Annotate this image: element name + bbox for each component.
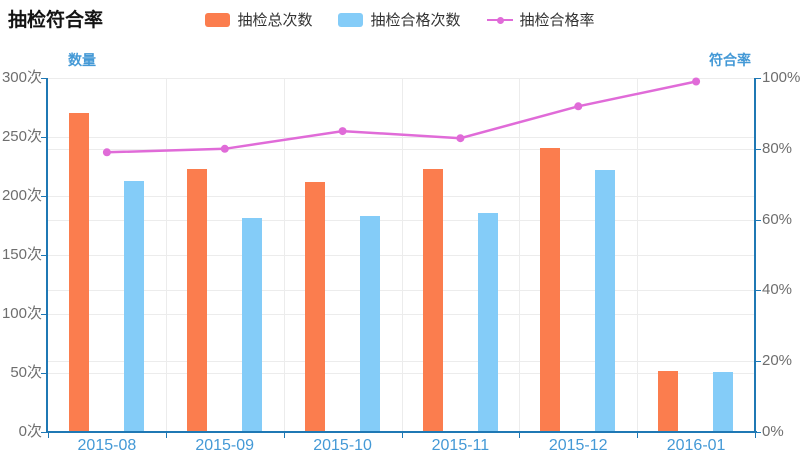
rate-point-2016-01[interactable] [692,77,701,86]
right-axis-tick-label: 80% [762,139,793,157]
left-axis-tick [41,255,46,256]
legend-line-icon [486,13,513,27]
x-axis-tick [401,433,403,438]
right-axis-tick-label: 60% [762,210,793,228]
legend-swatch-icon [338,12,364,27]
rate-point-2015-10[interactable] [338,127,347,136]
x-axis-tick [755,433,756,438]
left-axis-tick-label: 50次 [10,364,42,381]
x-axis-line [46,431,757,433]
qualified-bar-2015-09[interactable] [241,218,262,432]
v-gridline [165,78,167,432]
x-axis-tick [165,433,167,438]
right-axis-tick [756,148,761,150]
v-gridline [283,78,285,432]
x-axis-label-2015-09: 2015-09 [195,437,255,454]
right-axis-name: 符合率 [709,52,751,68]
total-bar-2015-08[interactable] [69,113,89,432]
left-axis-name: 数量 [68,52,96,68]
left-axis-tick-label: 0次 [18,423,42,440]
legend-swatch-icon [205,12,231,27]
legend-label: 抽检合格率 [519,12,595,29]
right-axis-tick-label: 100% [762,69,800,86]
plot-area [48,77,755,432]
rate-point-2015-11[interactable] [456,134,465,143]
left-axis-tick-label: 200次 [1,187,42,204]
x-axis-label-2015-10: 2015-10 [313,437,372,454]
right-axis-tick [756,78,761,79]
x-axis-tick [637,433,639,438]
chart-title: 抽检符合率 [8,10,104,31]
qualified-bar-2015-12[interactable] [595,170,616,432]
left-axis-tick-label: 150次 [1,246,42,263]
left-axis-tick [41,373,46,374]
total-bar-2015-11[interactable] [422,168,443,432]
x-axis-label-2015-12: 2015-12 [548,437,608,454]
right-axis-tick [756,219,761,221]
qualified-bar-2016-01[interactable] [713,371,734,432]
right-axis-tick [756,290,761,292]
qualified-bar-2015-08[interactable] [124,180,144,432]
x-axis-label-2015-08: 2015-08 [77,437,137,454]
v-gridline [637,78,639,432]
total-bar-2016-01[interactable] [658,370,679,432]
x-axis-tick [283,433,285,438]
left-axis-tick [41,314,46,315]
rate-line [106,80,697,154]
legend-item-3[interactable]: 抽检合格率 [486,9,595,30]
right-axis-tick [756,432,761,433]
right-axis-tick-label: 20% [762,352,793,370]
v-gridline [519,78,521,432]
x-axis-tick [48,433,49,438]
x-axis-label-2015-11: 2015-11 [431,437,490,454]
qualified-bar-2015-11[interactable] [477,212,498,432]
legend-line-dot [496,16,504,24]
left-axis-tick [41,137,46,138]
v-gridline [401,78,403,432]
rate-point-2015-08[interactable] [102,148,111,157]
left-axis-tick [41,78,46,79]
left-axis-tick [41,196,46,197]
right-axis-tick [756,361,761,363]
rate-point-2015-09[interactable] [220,144,229,153]
rate-line-series [102,77,701,157]
legend-label: 抽检总次数 [237,12,313,29]
left-axis-tick-label: 300次 [1,69,42,86]
legend-item-1[interactable]: 抽检总次数 [205,9,312,30]
x-axis-tick [519,433,521,438]
rate-point-2015-12[interactable] [574,102,583,111]
right-axis-tick-label: 0% [762,423,784,440]
x-axis-label-2016-01: 2016-01 [666,437,726,454]
left-axis-tick-label: 250次 [1,128,42,145]
y-axis-line-right [754,78,756,433]
right-axis-tick-label: 40% [762,281,793,299]
left-axis-tick-label: 100次 [1,305,42,322]
total-bar-2015-12[interactable] [540,147,561,432]
qualified-bar-2015-10[interactable] [359,216,380,432]
legend-item-2[interactable]: 抽检合格次数 [338,9,461,30]
legend-label: 抽检合格次数 [370,12,461,29]
total-bar-2015-09[interactable] [186,168,207,432]
y-axis-line-left [46,78,48,433]
legend: 抽检总次数 抽检合格次数 抽检合格率 [0,9,800,30]
left-axis-tick [41,432,46,433]
total-bar-2015-10[interactable] [304,181,325,432]
